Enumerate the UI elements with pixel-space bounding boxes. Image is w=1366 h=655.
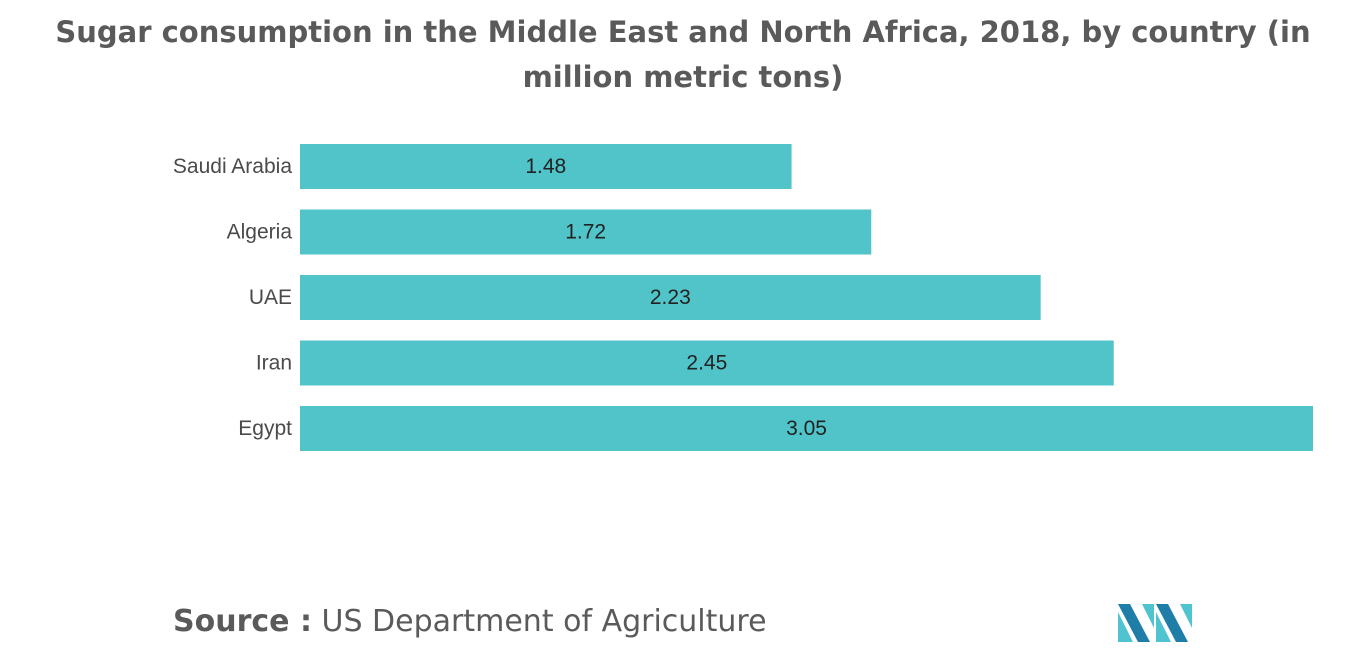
- bar-egypt: [300, 406, 1313, 451]
- category-label-algeria: Algeria: [227, 221, 293, 244]
- source-label: Source :: [173, 604, 312, 639]
- data-label-algeria: 1.72: [565, 221, 606, 244]
- source-text: US Department of Agriculture: [321, 604, 767, 639]
- category-label-egypt: Egypt: [238, 417, 292, 440]
- bar-algeria: [300, 209, 872, 255]
- data-label-saudi-arabia: 1.48: [525, 155, 566, 178]
- bar-uae: [300, 275, 1041, 320]
- mordor-intelligence-logo-icon: [1118, 604, 1192, 642]
- bar-iran: [300, 340, 1114, 386]
- category-label-saudi-arabia: Saudi Arabia: [173, 155, 292, 178]
- data-label-uae: 2.23: [650, 286, 691, 309]
- category-label-iran: Iran: [256, 352, 292, 375]
- category-labels-group: Saudi Arabia Algeria UAE Iran Egypt: [173, 155, 292, 440]
- category-label-uae: UAE: [249, 286, 292, 309]
- source-note: Source : US Department of Agriculture: [173, 604, 767, 639]
- chart-title: Sugar consumption in the Middle East and…: [55, 15, 1311, 94]
- bars-group: [300, 144, 1313, 451]
- data-label-iran: 2.45: [686, 352, 727, 375]
- bar-saudi-arabia: [300, 144, 792, 189]
- data-labels-group: 1.48 1.72 2.23 2.45 3.05: [525, 155, 827, 440]
- data-label-egypt: 3.05: [786, 417, 827, 440]
